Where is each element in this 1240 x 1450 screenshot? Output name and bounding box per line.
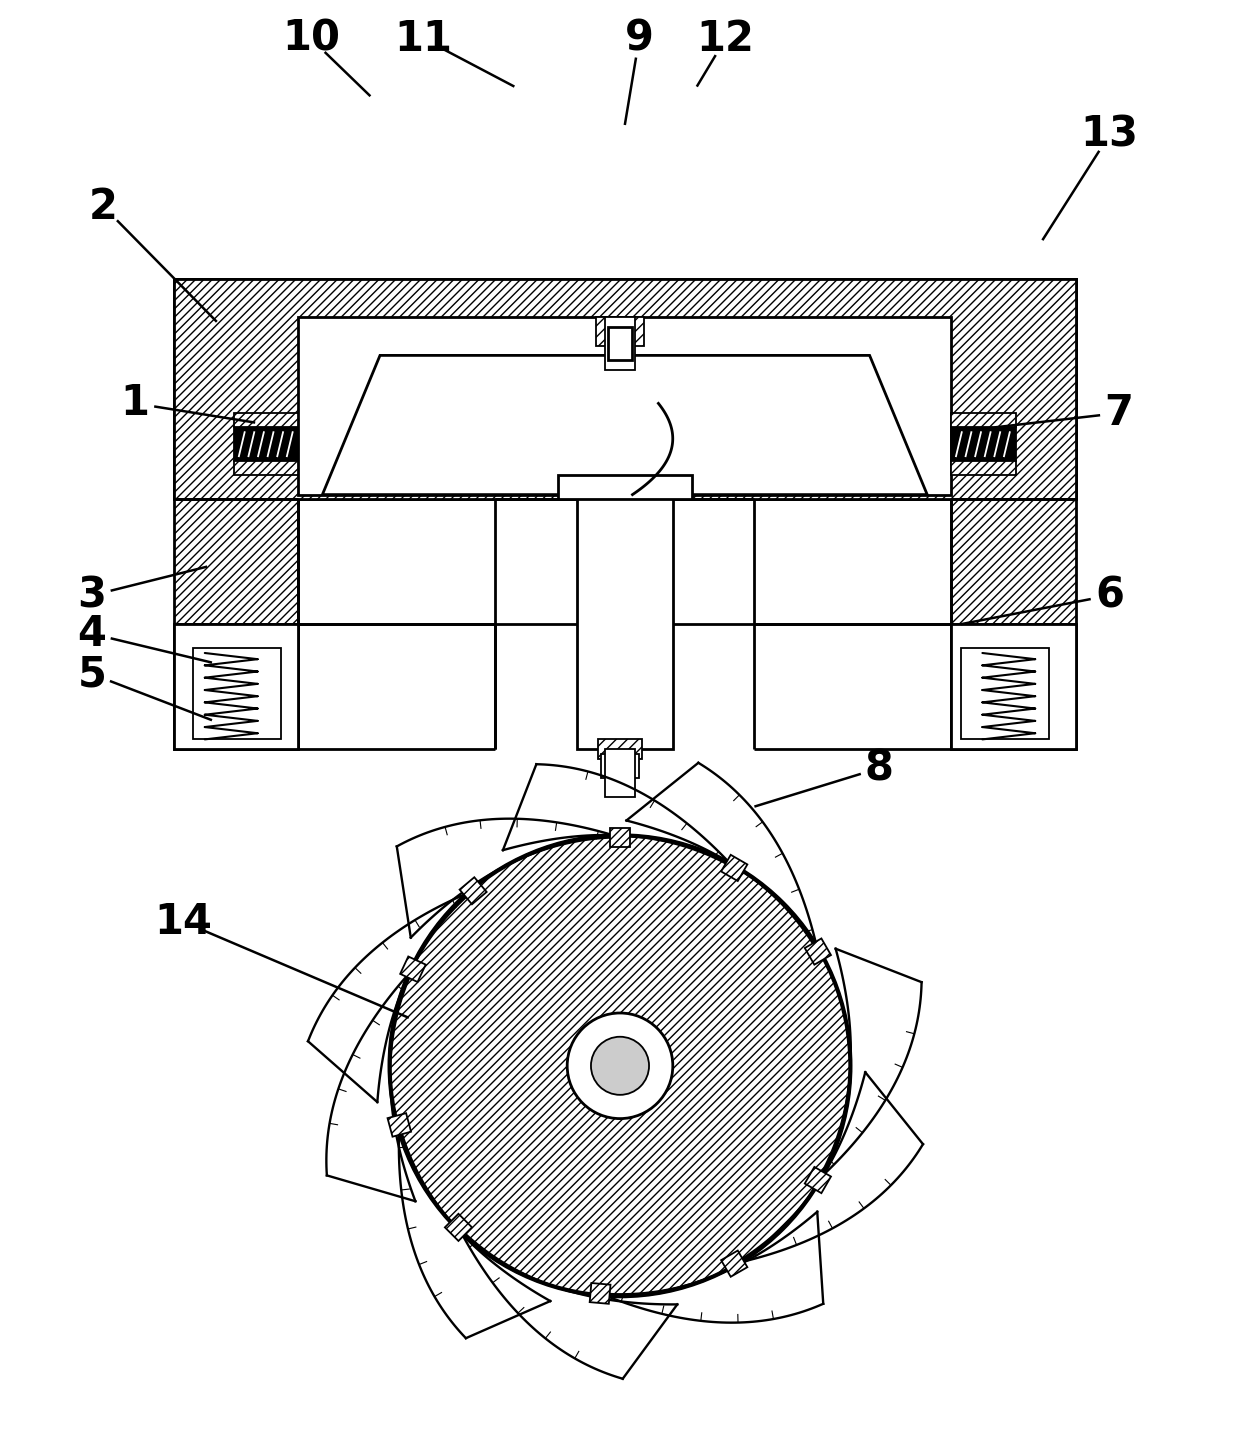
Bar: [951, 428, 1016, 461]
Bar: [577, 494, 673, 750]
Text: 5: 5: [78, 652, 107, 695]
Bar: [174, 278, 299, 750]
Text: 1: 1: [120, 383, 150, 425]
Polygon shape: [610, 828, 630, 847]
Polygon shape: [388, 1114, 412, 1137]
Bar: [598, 740, 642, 758]
Bar: [234, 413, 299, 428]
Bar: [234, 428, 299, 461]
Polygon shape: [722, 856, 748, 882]
Bar: [174, 278, 1076, 499]
Text: 11: 11: [394, 17, 453, 59]
Text: 4: 4: [78, 613, 107, 655]
Text: 2: 2: [89, 186, 118, 228]
Circle shape: [567, 1014, 673, 1118]
Bar: [605, 750, 635, 798]
Polygon shape: [460, 877, 486, 905]
Bar: [299, 318, 951, 494]
Bar: [192, 648, 281, 740]
Bar: [596, 318, 644, 345]
Text: 10: 10: [281, 17, 340, 59]
Bar: [558, 476, 692, 499]
Text: 3: 3: [77, 574, 107, 616]
Bar: [605, 318, 635, 370]
Polygon shape: [722, 1250, 748, 1277]
Bar: [601, 754, 639, 777]
Bar: [609, 326, 631, 360]
Circle shape: [591, 1037, 649, 1095]
Text: 6: 6: [1095, 574, 1125, 616]
Polygon shape: [445, 1214, 472, 1241]
Polygon shape: [590, 1283, 610, 1304]
Text: 12: 12: [697, 17, 754, 59]
Text: 8: 8: [864, 747, 894, 789]
Circle shape: [389, 835, 851, 1296]
Bar: [174, 278, 1076, 499]
Polygon shape: [401, 957, 425, 982]
Bar: [951, 624, 1076, 750]
Text: 7: 7: [1105, 392, 1133, 434]
Bar: [299, 318, 951, 494]
Text: 9: 9: [625, 17, 653, 59]
Bar: [951, 413, 1016, 428]
Bar: [951, 278, 1076, 750]
Bar: [174, 624, 299, 750]
Polygon shape: [805, 938, 831, 964]
Bar: [961, 648, 1049, 740]
Text: 14: 14: [154, 900, 212, 943]
Text: 13: 13: [1080, 113, 1138, 155]
Polygon shape: [805, 1167, 831, 1193]
Polygon shape: [322, 355, 928, 494]
Bar: [951, 461, 1016, 476]
Bar: [234, 461, 299, 476]
